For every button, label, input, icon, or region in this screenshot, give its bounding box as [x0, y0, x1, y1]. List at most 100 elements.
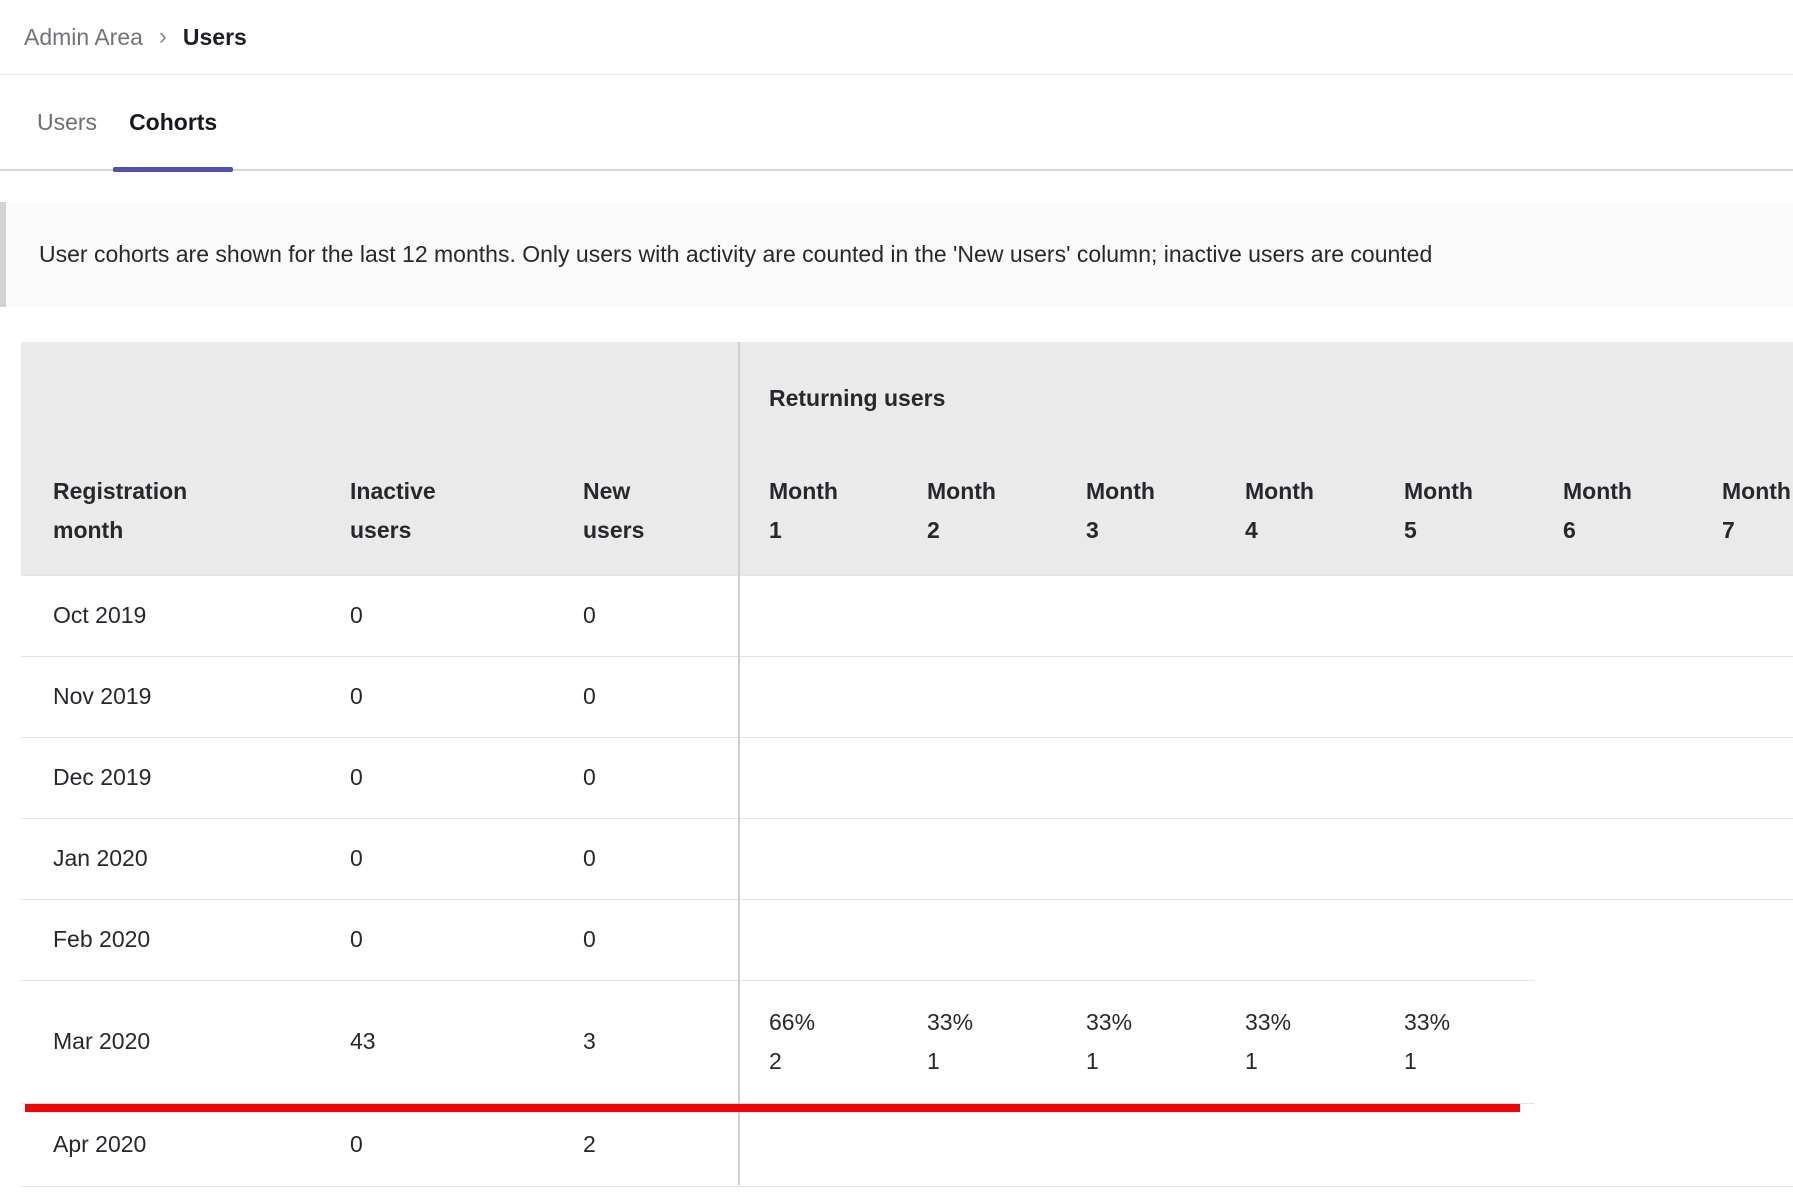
cell-month-5: 33% 1: [1375, 979, 1534, 1103]
cell-month-7: [1693, 817, 1793, 899]
cell-month-1: [738, 898, 898, 980]
cell-inactive-users: 43: [318, 979, 551, 1103]
cell-month-1: [738, 655, 898, 737]
table-row-apr-2020: Apr 2020 0 2: [21, 1102, 1793, 1185]
cell-new-users: 3: [551, 979, 739, 1103]
column-header-month-1: Month 1: [738, 454, 898, 575]
cell-month-4: [1216, 574, 1375, 656]
breadcrumb-link-admin-area[interactable]: Admin Area: [24, 23, 143, 50]
cell-month-7: [1693, 1103, 1793, 1185]
cell-registration-month: Feb 2020: [21, 898, 318, 980]
cell-new-users: 2: [551, 1102, 739, 1185]
cell-inactive-users: 0: [318, 1102, 551, 1185]
cell-month-2: [898, 1102, 1057, 1185]
column-header-month-4: Month 4: [1216, 454, 1375, 575]
column-header-new-users: New users: [551, 454, 739, 575]
cell-month-6: [1534, 980, 1693, 1103]
chevron-right-icon: ›: [158, 23, 167, 50]
table-row-mar-2020: Mar 2020 43 3 66% 2 33% 1 33% 1 33% 1 33…: [21, 979, 1793, 1103]
table-bottom-divider: [21, 1186, 1793, 1187]
table-row: Oct 2019 0 0: [21, 574, 1793, 656]
cell-month-2: [898, 898, 1057, 980]
cell-month-5: [1375, 655, 1534, 737]
cell-month-5: [1375, 817, 1534, 899]
cohorts-table-container: Returning users Registration month Inact…: [21, 342, 1793, 1185]
tab-users-label: Users: [37, 108, 98, 135]
cell-new-users: 0: [551, 655, 739, 737]
cell-month-3: [1057, 1102, 1216, 1185]
cell-month-4: 33% 1: [1216, 979, 1375, 1103]
cell-month-2: [898, 574, 1057, 656]
cell-month-7: [1693, 655, 1793, 737]
column-header-inactive-users: Inactive users: [318, 454, 551, 575]
info-banner: User cohorts are shown for the last 12 m…: [0, 202, 1793, 307]
cell-registration-month: Mar 2020: [21, 979, 318, 1103]
cell-month-5: [1375, 574, 1534, 656]
column-header-month-6: Month 6: [1534, 454, 1693, 575]
cell-month-7: [1693, 574, 1793, 656]
cell-new-users: 0: [551, 898, 739, 980]
cell-month-2: [898, 736, 1057, 818]
table-row: Dec 2019 0 0: [21, 736, 1793, 818]
cell-month-3: [1057, 817, 1216, 899]
cell-month-1: 66% 2: [738, 979, 898, 1103]
cohorts-table: Returning users Registration month Inact…: [21, 342, 1793, 1185]
cell-month-7: [1693, 736, 1793, 818]
cell-month-3: [1057, 898, 1216, 980]
cell-month-1: [738, 736, 898, 818]
cell-registration-month: Oct 2019: [21, 574, 318, 656]
cell-month-5: [1375, 898, 1534, 980]
cell-registration-month: Nov 2019: [21, 655, 318, 737]
cell-month-3: [1057, 574, 1216, 656]
cell-inactive-users: 0: [318, 817, 551, 899]
table-row: Feb 2020 0 0: [21, 898, 1793, 980]
cell-new-users: 0: [551, 736, 739, 818]
cell-month-7: [1693, 898, 1793, 980]
cell-inactive-users: 0: [318, 574, 551, 656]
table-row: Jan 2020 0 0: [21, 817, 1793, 899]
column-header-month-3: Month 3: [1057, 454, 1216, 575]
annotation-red-underline: [25, 1104, 1520, 1112]
cell-month-2: [898, 655, 1057, 737]
table-group-header-row: Returning users: [21, 342, 1793, 454]
cell-registration-month: Jan 2020: [21, 817, 318, 899]
cell-inactive-users: 0: [318, 898, 551, 980]
cell-month-3: 33% 1: [1057, 979, 1216, 1103]
tab-users[interactable]: Users: [21, 75, 113, 169]
cell-registration-month: Dec 2019: [21, 736, 318, 818]
cell-month-1: [738, 574, 898, 656]
cell-month-3: [1057, 655, 1216, 737]
tab-cohorts-label: Cohorts: [129, 108, 218, 135]
info-banner-text: User cohorts are shown for the last 12 m…: [39, 241, 1433, 267]
group-header-spacer: [21, 342, 739, 454]
returning-users-group-header: Returning users: [738, 342, 1793, 454]
tab-cohorts[interactable]: Cohorts: [113, 75, 234, 172]
column-header-month-7: Month 7: [1693, 454, 1793, 575]
cell-month-4: [1216, 817, 1375, 899]
column-header-month-2: Month 2: [898, 454, 1057, 575]
cell-inactive-users: 0: [318, 655, 551, 737]
cell-month-2: 33% 1: [898, 979, 1057, 1103]
cell-month-6: [1534, 736, 1693, 818]
breadcrumb: Admin Area › Users: [0, 0, 1793, 75]
cell-new-users: 0: [551, 574, 739, 656]
cell-month-6: [1534, 898, 1693, 980]
cell-month-5: [1375, 1102, 1534, 1185]
cell-month-6: [1534, 1103, 1693, 1185]
cell-month-4: [1216, 655, 1375, 737]
cell-new-users: 0: [551, 817, 739, 899]
cell-month-3: [1057, 736, 1216, 818]
table-row: Nov 2019 0 0: [21, 655, 1793, 737]
column-header-month-5: Month 5: [1375, 454, 1534, 575]
cell-inactive-users: 0: [318, 736, 551, 818]
cell-month-6: [1534, 817, 1693, 899]
cell-month-4: [1216, 736, 1375, 818]
cell-month-6: [1534, 655, 1693, 737]
column-header-registration-month: Registration month: [21, 454, 318, 575]
cell-month-7: [1693, 980, 1793, 1103]
table-column-header-row: Registration month Inactive users New us…: [21, 454, 1793, 575]
cell-month-6: [1534, 574, 1693, 656]
cell-month-5: [1375, 736, 1534, 818]
cell-month-2: [898, 817, 1057, 899]
cell-month-4: [1216, 898, 1375, 980]
